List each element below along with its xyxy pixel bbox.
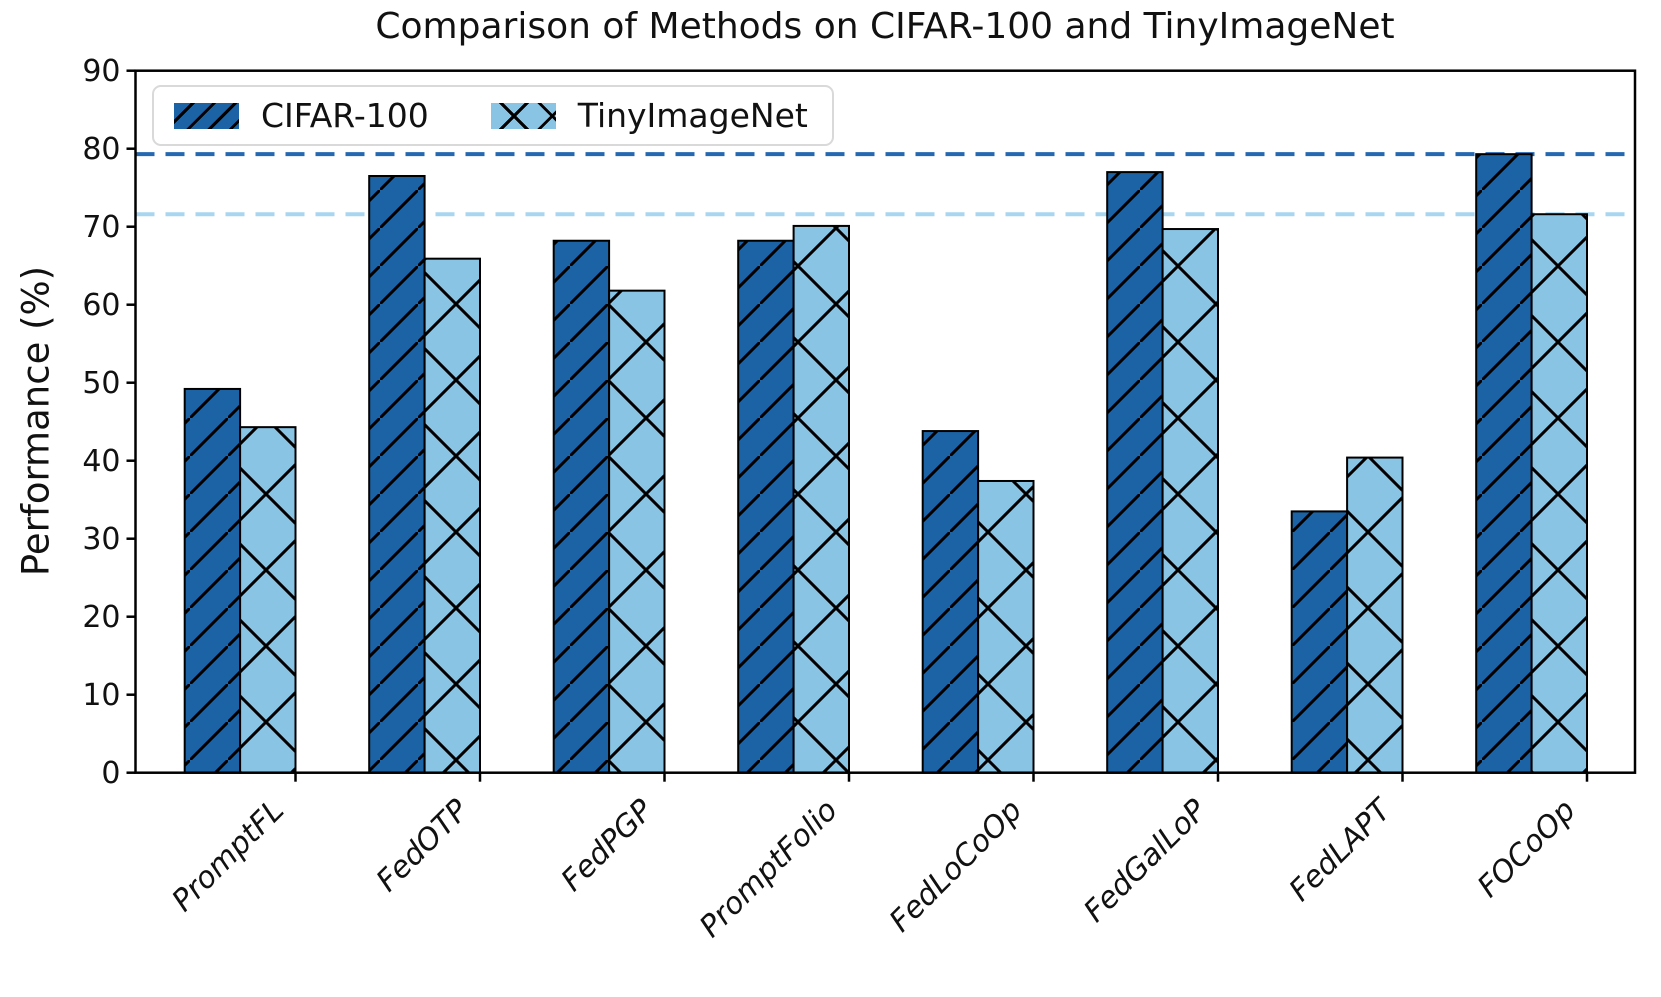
bar-hatch-cifar100-fedlocoop: [921, 430, 980, 774]
y-tick-label-60: 60: [82, 288, 120, 323]
bar-hatch-tinyimagenet-promptfolio: [792, 224, 850, 774]
legend-item-cifar100: CIFAR-100: [174, 99, 429, 132]
bars: [183, 153, 1588, 774]
y-tick-label-80: 80: [82, 132, 120, 167]
bar-hatch-cifar100-focoop: [1475, 153, 1533, 774]
bar-hatch-tinyimagenet-fedotp: [423, 257, 482, 774]
bar-hatch-cifar100-promptfl: [183, 387, 242, 774]
plot-spines: [134, 69, 1637, 774]
y-tick-label-70: 70: [82, 210, 120, 245]
legend-label-tinyimagenet: TinyImageNet: [577, 96, 808, 135]
bar-hatch-tinyimagenet-fedgallop: [1161, 228, 1219, 774]
x-category-label-focoop: FOCoOp: [1471, 793, 1583, 905]
axes: [126, 69, 1637, 782]
y-tick-label-90: 90: [82, 54, 120, 89]
bar-hatch-tinyimagenet-promptfl: [239, 426, 297, 774]
x-category-label-fedpgp: FedPGP: [555, 792, 661, 898]
y-tick-label-40: 40: [82, 444, 120, 479]
x-category-label-fedgallop: FedGalLoP: [1077, 792, 1214, 929]
bar-hatch-cifar100-fedgallop: [1106, 171, 1164, 774]
bar-hatch-tinyimagenet-fedlapt: [1346, 456, 1404, 774]
y-tick-label-10: 10: [82, 678, 120, 713]
cifar100-hatch-swatch: [174, 102, 239, 129]
bar-hatch-cifar100-fedlapt: [1290, 510, 1349, 774]
legend-item-tinyimagenet: TinyImageNet: [490, 96, 808, 135]
x-category-label-fedotp: FedOTP: [370, 792, 477, 899]
reference-lines: [135, 152, 1635, 217]
bar-hatch-tinyimagenet-fedpgp: [608, 289, 666, 774]
bar-hatch-cifar100-fedotp: [368, 175, 426, 774]
y-tick-label-50: 50: [82, 366, 120, 401]
tinyimagenet-hatch-swatch: [490, 102, 556, 129]
x-category-label-promptfl: PromptFL: [165, 793, 291, 919]
legend-label-cifar100: CIFAR-100: [261, 96, 429, 135]
bar-hatch-tinyimagenet-fedlocoop: [977, 479, 1035, 774]
x-category-label-fedlapt: FedLAPT: [1283, 791, 1400, 908]
x-category-label-promptfolio: PromptFolio: [693, 793, 845, 945]
y-tick-label-0: 0: [101, 756, 120, 791]
y-tick-label-20: 20: [82, 600, 120, 635]
x-category-label-fedlocoop: FedLoCoOp: [883, 793, 1029, 939]
bar-hatch-tinyimagenet-focoop: [1530, 213, 1588, 774]
legend: CIFAR-100 TinyImageNet: [152, 85, 834, 146]
y-tick-label-30: 30: [82, 522, 120, 557]
bar-hatch-cifar100-promptfolio: [737, 239, 795, 774]
bar-hatch-cifar100-fedpgp: [552, 239, 611, 774]
chart-title: Comparison of Methods on CIFAR-100 and T…: [375, 6, 1395, 47]
